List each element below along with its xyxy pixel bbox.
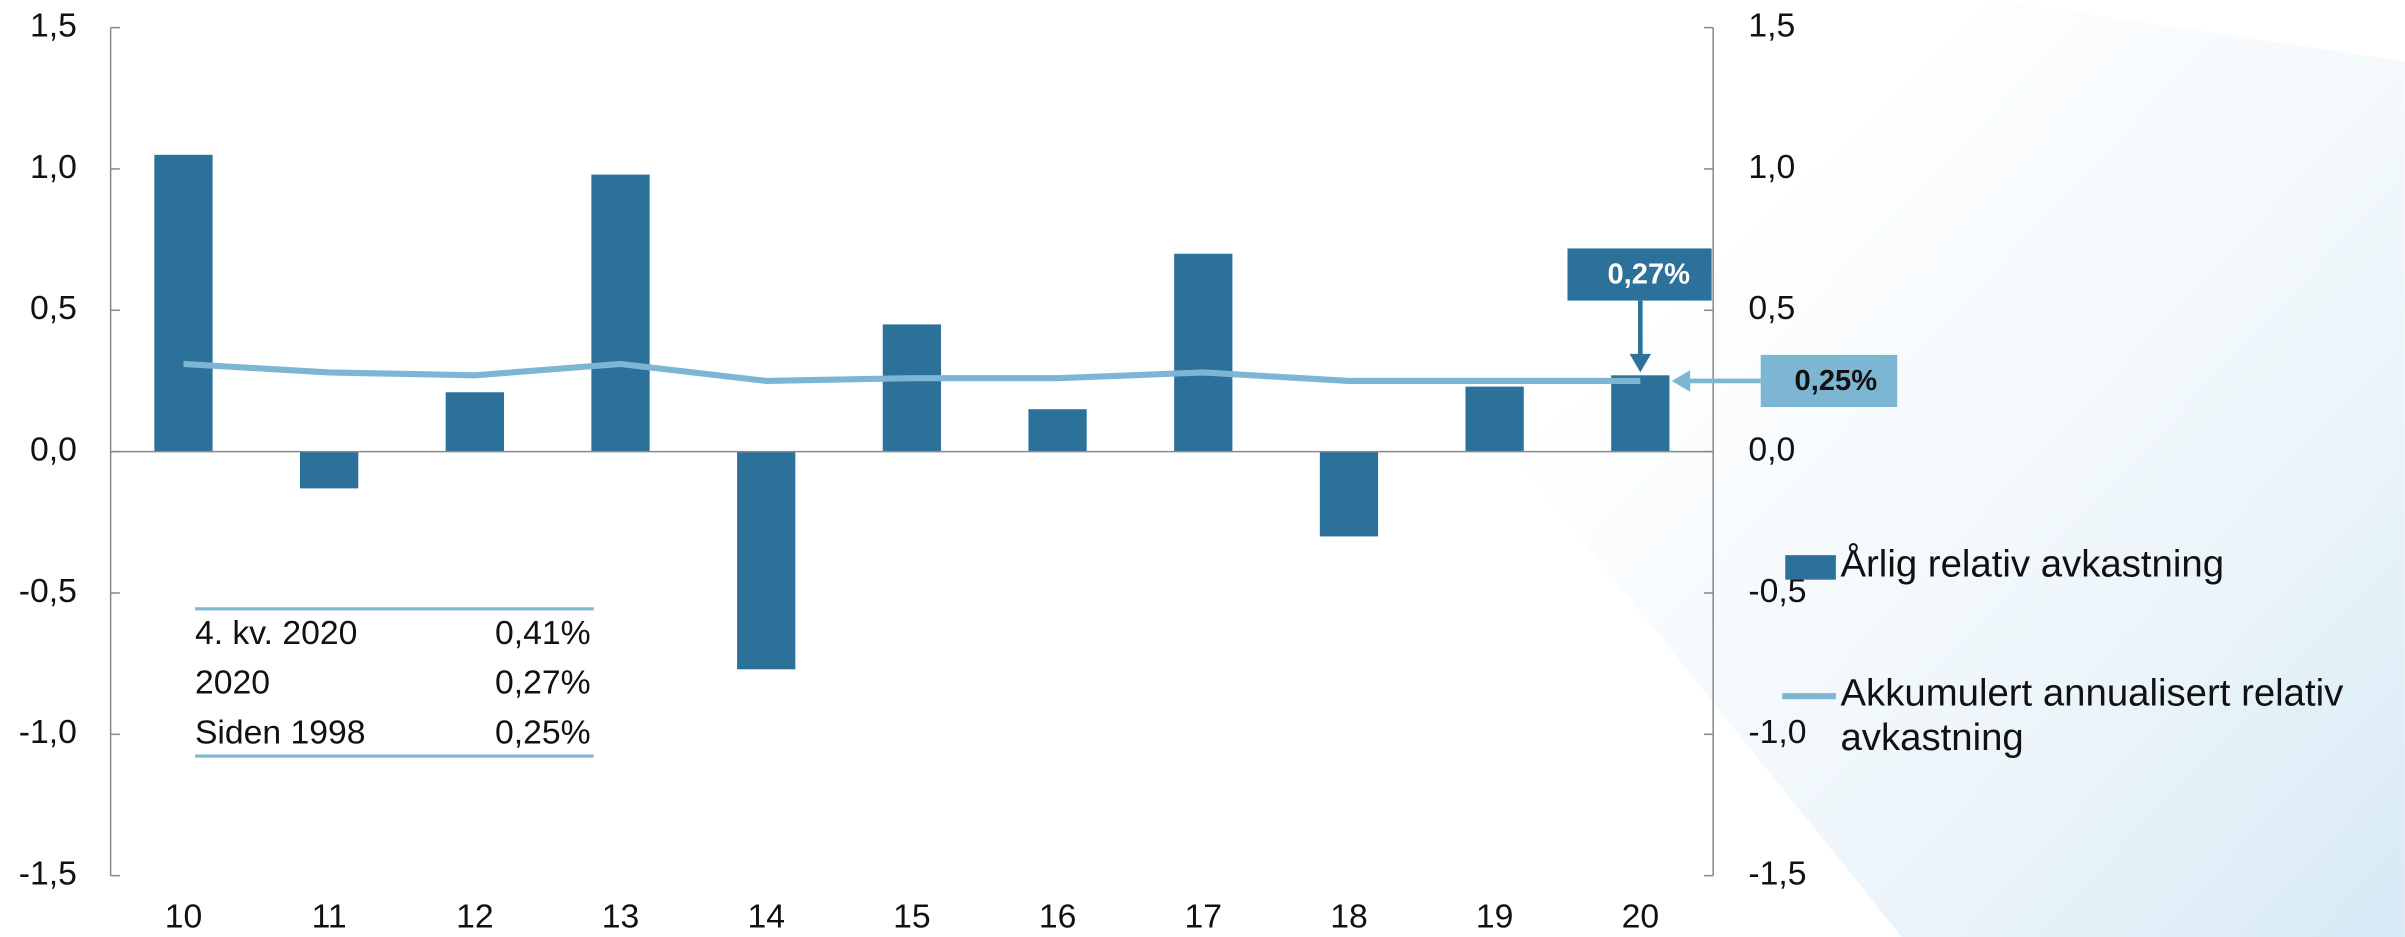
x-tick-label: 18	[1330, 898, 1368, 936]
table-value: 0,27%	[495, 664, 591, 702]
table-value: 0,41%	[495, 614, 591, 652]
legend-label: Akkumulert annualisert relativ avkastnin…	[1840, 671, 2344, 760]
y-tick-label: -1,5	[19, 855, 77, 893]
x-tick-label: 11	[312, 898, 347, 936]
callout-label: 0,27%	[1607, 259, 1690, 291]
bar	[1319, 451, 1379, 537]
bar	[1611, 375, 1670, 452]
line	[183, 360, 1641, 385]
y2-tick-label: -1,0	[1748, 713, 1806, 751]
legend-entry: Årlig relativ avkastning	[1840, 542, 2225, 586]
callout-label: 0,25%	[1795, 365, 1878, 397]
callout-box	[1567, 248, 1712, 301]
callout-arrowhead	[1629, 353, 1652, 373]
x-tick-label: 16	[1039, 898, 1077, 936]
x-tick-label: 10	[165, 898, 203, 936]
y-tick-label: 1,5	[30, 7, 77, 45]
bar	[1174, 253, 1233, 452]
y-tick-label: 0,5	[30, 289, 77, 327]
y2-tick-label: 0,0	[1748, 431, 1795, 469]
y2-tick-label: 1,5	[1748, 7, 1795, 45]
bar	[1028, 409, 1087, 452]
callout-arrowhead	[1671, 370, 1691, 392]
table-label: 4. kv. 2020	[195, 614, 357, 652]
x-tick-label: 17	[1185, 898, 1223, 936]
legend-entry: Akkumulert annualisert relativ avkastnin…	[1840, 671, 2344, 760]
background-shade	[1518, 0, 2405, 937]
y2-tick-label: -1,5	[1748, 855, 1806, 893]
table-label: 2020	[195, 664, 270, 702]
y-tick-label: 0,0	[30, 431, 77, 469]
bar	[300, 451, 359, 489]
legend-label: Årlig relativ avkastning	[1840, 542, 2225, 586]
y2-tick-label: 0,5	[1748, 289, 1795, 327]
y-tick-label: -0,5	[19, 572, 77, 610]
y-tick-label: 1,0	[30, 148, 77, 186]
bar	[591, 174, 650, 452]
bar	[154, 154, 213, 452]
x-tick-label: 13	[602, 898, 640, 936]
table-value: 0,25%	[495, 713, 591, 751]
x-tick-label: 20	[1622, 898, 1660, 936]
x-tick-label: 14	[747, 898, 785, 936]
y-tick-label: -1,0	[19, 713, 77, 751]
x-tick-label: 19	[1476, 898, 1514, 936]
x-tick-label: 12	[456, 898, 494, 936]
bar	[737, 451, 796, 670]
bar	[882, 324, 942, 452]
table-label: Siden 1998	[195, 713, 366, 751]
bar	[445, 392, 504, 452]
bar	[1465, 386, 1524, 452]
legend-swatch	[1785, 555, 1836, 580]
y2-tick-label: 1,0	[1748, 148, 1795, 186]
x-tick-label: 15	[893, 898, 931, 936]
callout-box	[1760, 354, 1898, 408]
